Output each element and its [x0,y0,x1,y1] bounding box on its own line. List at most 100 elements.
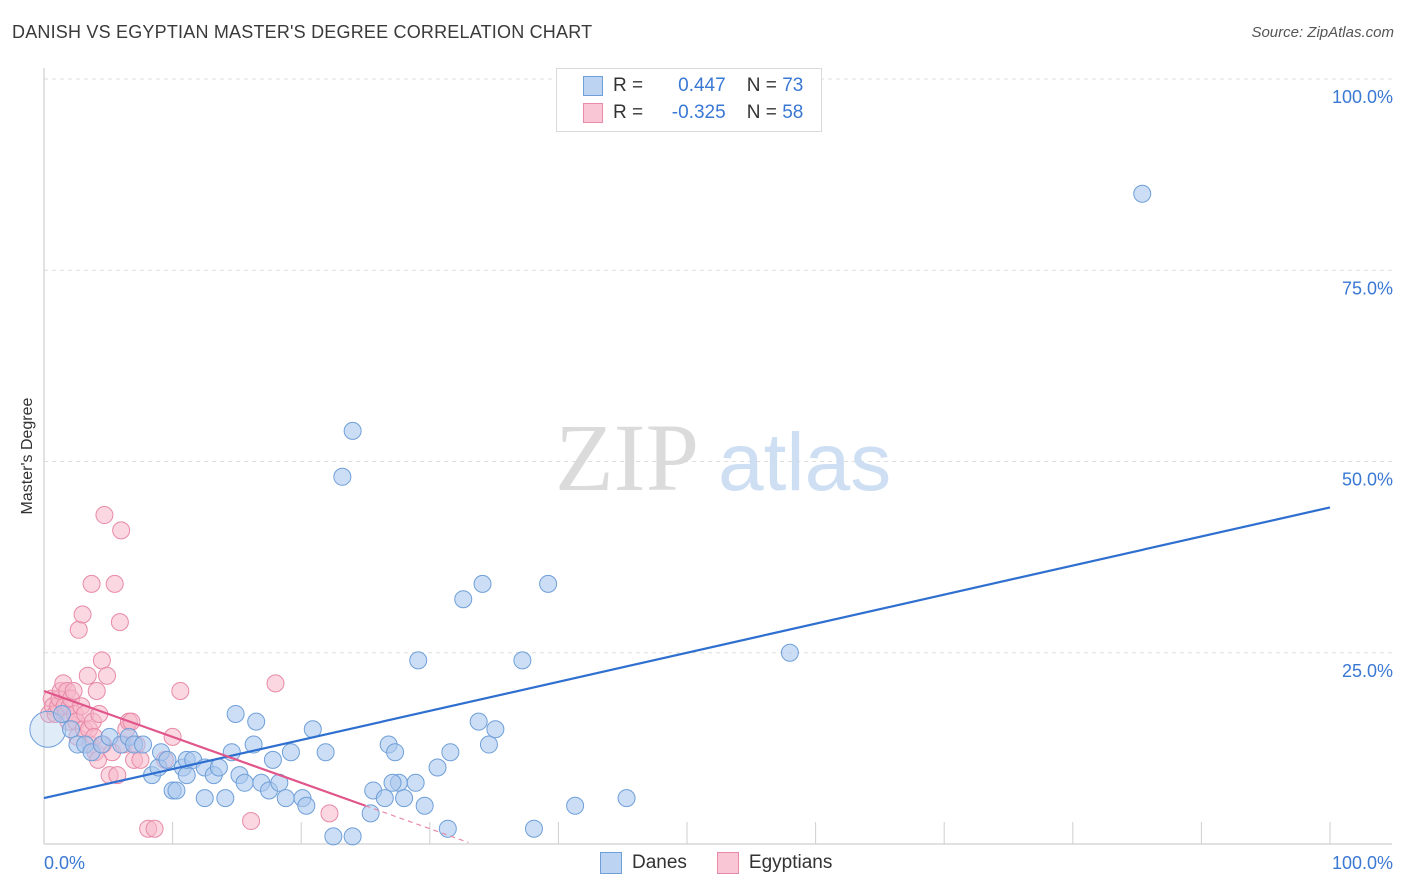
watermark-zip: ZIP [555,404,699,511]
source-label: Source: ZipAtlas.com [1251,24,1394,41]
y-tick-label: 100.0% [1332,87,1393,107]
danes-point [247,712,266,731]
egyptians-trendline [43,689,366,807]
egyptians-point [242,812,261,831]
n-label: N = [746,75,777,96]
danes-point [428,758,447,777]
danes-point [406,773,425,792]
danes-trendline [43,506,1331,800]
egyptians-point [105,574,124,593]
danes-point [235,773,254,792]
danes-point [386,743,405,762]
egyptians-point [320,804,339,823]
danes-point [361,804,380,823]
danes-point [62,720,81,739]
danes-point [409,651,428,670]
danes-point [316,743,335,762]
egyptians-point [108,766,127,785]
x-tick-labels: 0.0% 100.0% [44,853,1393,873]
danes-point [226,704,245,723]
danes-legend-label: Danes [632,852,687,873]
egyptians-point [69,620,88,639]
danes-point [539,574,558,593]
danes-point [343,827,362,846]
danes-point [513,651,532,670]
danes-point [566,796,585,815]
danes-point [263,750,282,769]
egyptians-point [78,666,97,685]
r-label: R = [613,75,644,96]
legend-row-danes: R = 0.447 N = 73 [583,73,803,99]
egyptians-point [145,819,164,838]
egyptians-point [98,666,117,685]
r-value: 0.447 [678,75,726,96]
n-value: 73 [782,75,804,96]
danes-point [415,796,434,815]
n-label: N = [746,102,777,123]
egyptians-trendline-extension [365,805,469,844]
egyptians-swatch [583,103,603,123]
danes-swatch [583,76,603,96]
series-legend: Danes Egyptians [600,852,862,874]
egyptians-point [87,682,106,700]
egyptians-point [266,674,285,693]
r-label: R = [613,102,644,123]
y-tick-label: 50.0% [1342,470,1393,490]
danes-point [473,574,492,593]
danes-point [343,421,362,440]
y-tick-label: 25.0% [1342,661,1393,681]
danes-point [158,750,177,769]
legend-row-egyptians: R = -0.325 N = 58 [583,100,803,126]
danes-point [469,712,488,731]
danes-point [454,590,473,609]
danes-point [167,781,186,800]
danes-point [281,743,300,762]
danes-point [195,789,214,808]
correlation-legend: R = 0.447 N = 73 R = -0.325 N = 58 [556,68,822,132]
danes-point [216,789,235,808]
legend-item-danes: Danes [600,852,687,874]
danes-point [1133,184,1152,203]
egyptians-point [64,682,83,700]
danes-point [297,796,316,815]
danes-point [333,467,352,486]
watermark: ZIP atlas [555,404,891,511]
danes-point [438,819,457,838]
chart-title: DANISH VS EGYPTIAN MASTER'S DEGREE CORRE… [12,22,593,42]
danes-point [375,789,394,808]
axes [43,68,1392,845]
danes-point [383,773,402,792]
egyptians-point [171,682,190,700]
danes-legend-swatch [600,852,622,874]
danes-point [395,789,414,808]
danes-point [324,827,343,846]
egyptians-point [95,506,114,525]
r-value: -0.325 [671,102,726,123]
y-tick-label: 75.0% [1342,278,1393,298]
trendlines [43,506,1331,844]
danes-point [177,766,196,785]
danes-points [29,184,1152,846]
egyptians-point [82,574,101,593]
danes-point [209,758,228,777]
danes-point [617,789,636,808]
x-tick-label: 100.0% [1332,853,1393,873]
egyptians-point [131,750,150,769]
egyptians-point [73,605,92,624]
egyptians-legend-swatch [716,852,739,874]
danes-point [780,643,799,662]
danes-point [441,743,460,762]
danes-point [524,819,543,838]
danes-point [479,735,498,754]
n-value: 58 [782,102,804,123]
watermark-atlas: atlas [718,417,891,508]
x-tick-label: 0.0% [44,853,85,873]
danes-point [276,789,295,808]
legend-item-egyptians: Egyptians [716,852,833,874]
y-tick-labels: 25.0% 50.0% 75.0% 100.0% [1332,87,1393,681]
danes-point [134,735,153,754]
egyptians-legend-label: Egyptians [748,852,833,873]
egyptians-points [40,506,339,838]
egyptians-point [110,613,129,632]
